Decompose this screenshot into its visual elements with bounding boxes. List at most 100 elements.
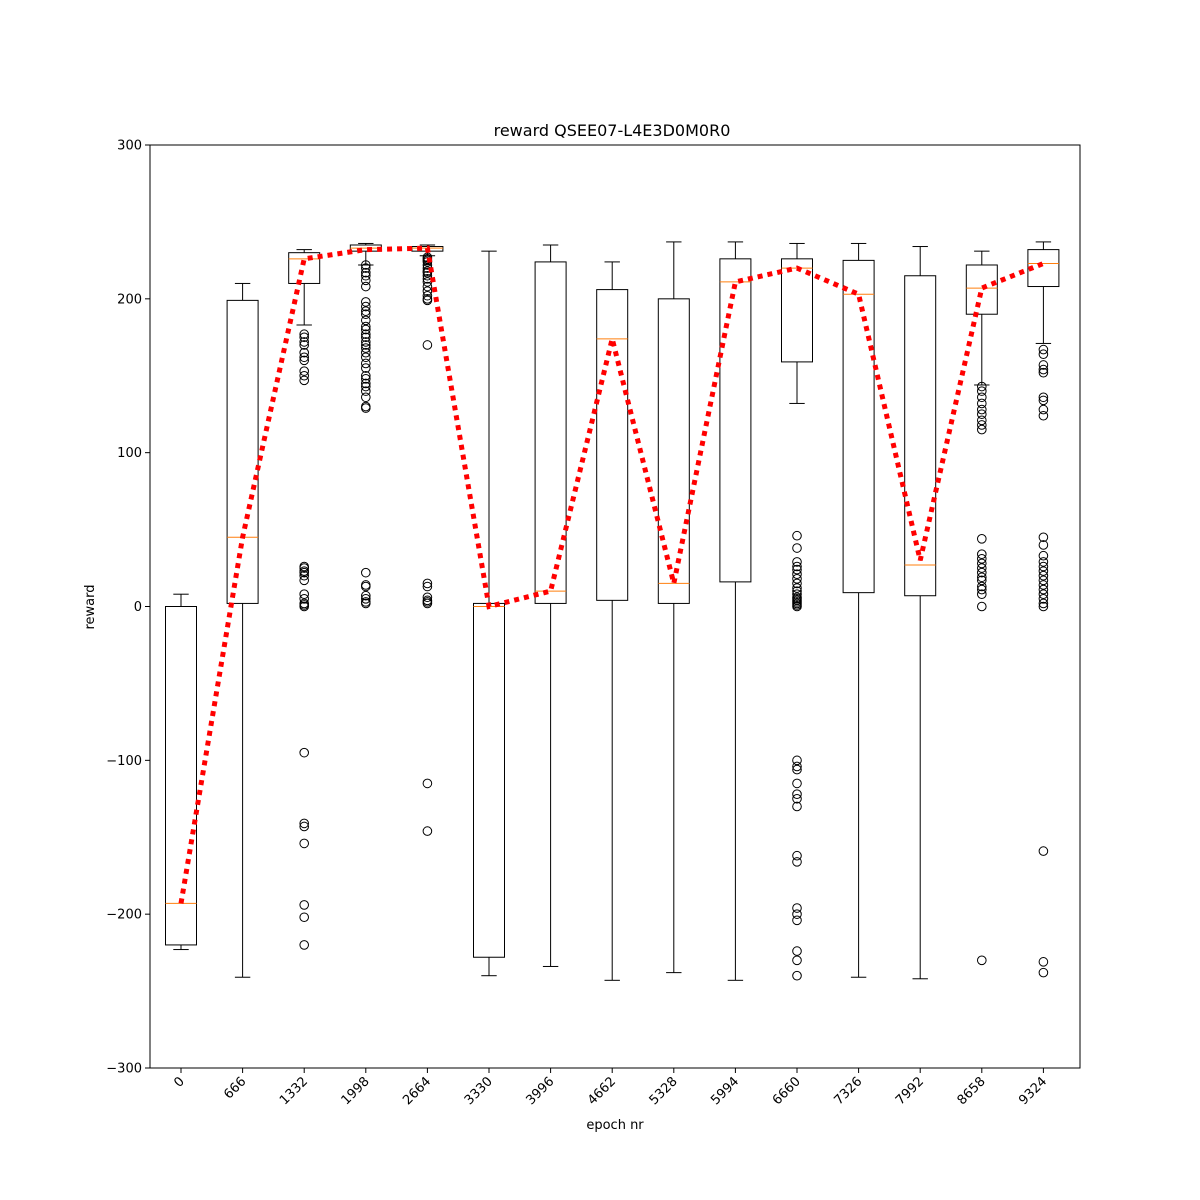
outlier-point xyxy=(792,574,802,584)
outlier-point xyxy=(1038,561,1049,572)
y-tick-label: 0 xyxy=(134,600,142,615)
outlier-point xyxy=(361,297,371,307)
outlier-point xyxy=(1038,364,1049,375)
outlier-point xyxy=(1038,598,1049,609)
outlier-point xyxy=(299,567,310,578)
x-tick-label: 666 xyxy=(221,1074,249,1102)
outlier-point xyxy=(1038,349,1049,360)
outlier-point xyxy=(977,534,987,544)
iqr-box xyxy=(165,606,197,946)
outlier-point xyxy=(1038,532,1049,543)
y-tick-label: 300 xyxy=(117,139,142,154)
outlier-point xyxy=(299,332,310,343)
outlier-point xyxy=(299,747,310,758)
outlier-point xyxy=(299,594,310,604)
outlier-point xyxy=(422,578,433,589)
outlier-point xyxy=(361,340,371,350)
box-8658 xyxy=(965,250,998,966)
outlier-point xyxy=(422,281,433,292)
box-5328 xyxy=(657,241,690,974)
box-666 xyxy=(226,282,259,978)
outlier-point xyxy=(792,857,802,867)
outlier-point xyxy=(299,589,310,599)
outlier-point xyxy=(422,826,433,836)
box-1332 xyxy=(288,249,321,950)
outlier-point xyxy=(299,347,310,358)
outlier-point xyxy=(977,404,987,415)
x-tick-label: 1332 xyxy=(277,1074,311,1108)
outlier-point xyxy=(1038,601,1049,612)
outlier-point xyxy=(792,561,802,572)
x-tick-label: 5994 xyxy=(708,1074,742,1108)
outlier-point xyxy=(361,315,371,326)
outlier-point xyxy=(361,381,371,392)
outlier-point xyxy=(361,309,371,320)
outlier-point xyxy=(1038,550,1049,561)
outlier-point xyxy=(299,329,310,340)
iqr-box xyxy=(226,299,259,604)
outlier-point xyxy=(299,340,310,350)
box-0 xyxy=(165,593,197,951)
x-tick-label: 6660 xyxy=(770,1074,804,1108)
outlier-point xyxy=(977,584,987,595)
outlier-point xyxy=(361,306,371,316)
x-tick-label: 9324 xyxy=(1016,1074,1050,1108)
outlier-point xyxy=(792,955,802,966)
outlier-point xyxy=(1038,360,1049,370)
outlier-point xyxy=(792,909,802,919)
y-tick-label: −300 xyxy=(106,1062,142,1077)
outlier-point xyxy=(977,424,987,435)
iqr-box xyxy=(719,258,752,583)
y-tick-label: 100 xyxy=(117,446,142,461)
y-axis-label: reward xyxy=(83,584,98,629)
outlier-point xyxy=(977,392,987,403)
outlier-point xyxy=(977,575,987,586)
outlier-point xyxy=(361,386,371,396)
outlier-point xyxy=(299,570,310,581)
outlier-point xyxy=(422,340,433,350)
iqr-box xyxy=(288,252,321,284)
outlier-point xyxy=(792,801,802,812)
outlier-point xyxy=(422,295,433,306)
outlier-point xyxy=(299,352,310,363)
x-axis-label: epoch nr xyxy=(586,1118,644,1133)
box-9324 xyxy=(1027,241,1060,978)
outlier-point xyxy=(361,267,371,278)
outlier-point xyxy=(422,778,433,789)
outlier-point xyxy=(361,337,371,347)
outlier-point xyxy=(792,601,802,612)
box-4662 xyxy=(596,261,629,981)
iqr-box xyxy=(904,275,937,597)
x-tick-label: 5328 xyxy=(647,1074,681,1108)
outlier-point xyxy=(361,581,371,592)
outlier-point xyxy=(361,324,371,335)
outlier-point xyxy=(977,381,987,392)
outlier-point xyxy=(792,583,802,593)
box-1998 xyxy=(349,242,382,609)
outlier-point xyxy=(977,409,987,420)
outlier-point xyxy=(1038,404,1049,415)
outlier-point xyxy=(977,955,987,966)
outlier-point xyxy=(361,321,371,332)
box-2664 xyxy=(411,244,444,836)
outlier-point xyxy=(792,764,802,775)
iqr-box xyxy=(657,298,690,604)
outlier-point xyxy=(361,270,371,281)
outlier-point xyxy=(792,778,802,789)
outlier-point xyxy=(977,601,987,612)
outlier-point xyxy=(1038,570,1049,581)
outlier-point xyxy=(1038,344,1049,355)
outlier-point xyxy=(361,263,371,273)
iqr-box xyxy=(1027,249,1060,288)
outlier-point xyxy=(299,337,310,347)
box-5994 xyxy=(719,241,752,981)
iqr-box xyxy=(596,289,629,601)
outlier-point xyxy=(1038,594,1049,604)
outlier-point xyxy=(361,358,371,369)
outlier-point xyxy=(792,970,802,981)
outlier-point xyxy=(299,601,310,612)
outlier-point xyxy=(977,420,987,430)
outlier-point xyxy=(361,347,371,358)
outlier-point xyxy=(299,366,310,376)
